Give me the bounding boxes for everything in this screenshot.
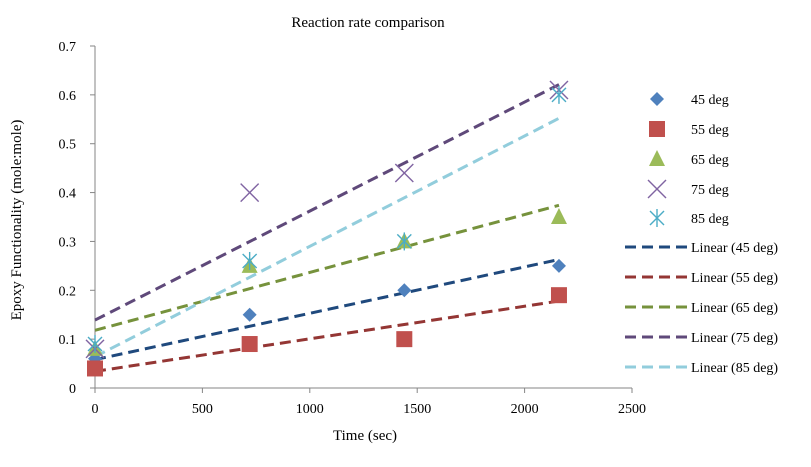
legend-marker	[649, 121, 665, 137]
x-tick-label: 0	[92, 402, 99, 417]
triangle-marker	[550, 208, 567, 224]
data-point	[242, 251, 258, 270]
trendlines	[94, 83, 560, 373]
trendline	[94, 83, 560, 322]
legend-label: Linear (85 deg)	[691, 361, 778, 376]
legend-label: 55 deg	[691, 123, 729, 138]
x-tick-label: 2500	[618, 402, 646, 417]
series-points	[87, 85, 567, 354]
x-marker-stroke	[647, 179, 667, 199]
legend-label: Linear (75 deg)	[691, 331, 778, 346]
series-points	[85, 80, 569, 359]
legend-label: Linear (45 deg)	[691, 241, 778, 256]
x-axis-label: Time (sec)	[333, 428, 397, 444]
data-point	[241, 336, 258, 353]
x-tick-label: 1500	[403, 402, 431, 417]
legend-label: 85 deg	[691, 212, 729, 227]
y-tick-label: 0.2	[59, 284, 77, 299]
data-point	[87, 335, 103, 354]
data-point	[242, 307, 257, 322]
x-marker-stroke	[240, 183, 260, 203]
axes: 0 0.1 0.2 0.3 0.4 0.5 0.6 0.7 0 500 1000 1500 2000 25…	[59, 40, 647, 417]
data-point	[551, 258, 566, 273]
data-point	[240, 183, 260, 203]
data-points	[85, 80, 569, 377]
y-axis-label: Epoxy Functionality (mole:mole)	[9, 120, 25, 321]
legend-label: Linear (65 deg)	[691, 301, 778, 316]
y-tick-label: 0	[69, 382, 76, 397]
square-marker	[550, 287, 567, 304]
triangle-marker	[649, 150, 665, 166]
data-point	[87, 360, 103, 377]
y-tick-label: 0.1	[59, 333, 77, 348]
square-marker	[396, 331, 413, 348]
x-marker-stroke	[394, 163, 414, 183]
legend: 45 deg 55 deg 65 deg 75 deg 85 deg Linear (45…	[625, 92, 778, 376]
chart-title: Reaction rate comparison	[291, 15, 445, 31]
x-tick-label: 2000	[511, 402, 539, 417]
square-marker	[87, 360, 103, 377]
diamond-marker	[397, 283, 412, 298]
x-tick-label: 500	[192, 402, 213, 417]
x-tick-label: 1000	[296, 402, 324, 417]
data-point	[396, 232, 412, 251]
trendline	[94, 116, 560, 359]
square-marker	[241, 336, 258, 353]
data-point	[550, 208, 567, 224]
y-tick-label: 0.5	[59, 138, 77, 153]
trendline	[94, 203, 560, 332]
data-point	[550, 287, 567, 304]
legend-marker	[649, 150, 665, 166]
y-tick-label: 0.6	[59, 89, 77, 104]
data-point	[396, 331, 413, 348]
legend-marker	[650, 92, 664, 106]
legend-label: Linear (55 deg)	[691, 271, 778, 286]
y-tick-label: 0.3	[59, 235, 77, 250]
legend-marker	[647, 179, 667, 199]
trendline	[94, 299, 560, 373]
square-marker	[649, 121, 665, 137]
legend-label: 75 deg	[691, 183, 729, 198]
data-point	[394, 163, 414, 183]
series-points	[87, 208, 567, 356]
data-point	[397, 283, 412, 298]
legend-label: 45 deg	[691, 93, 729, 108]
y-tick-label: 0.7	[59, 40, 77, 55]
diamond-marker	[650, 92, 664, 106]
diamond-marker	[551, 258, 566, 273]
legend-marker	[649, 209, 665, 227]
legend-label: 65 deg	[691, 153, 729, 168]
diamond-marker	[242, 307, 257, 322]
trendline	[94, 258, 560, 362]
data-point	[551, 85, 567, 104]
series-points	[87, 287, 567, 377]
y-tick-label: 0.4	[59, 187, 77, 202]
